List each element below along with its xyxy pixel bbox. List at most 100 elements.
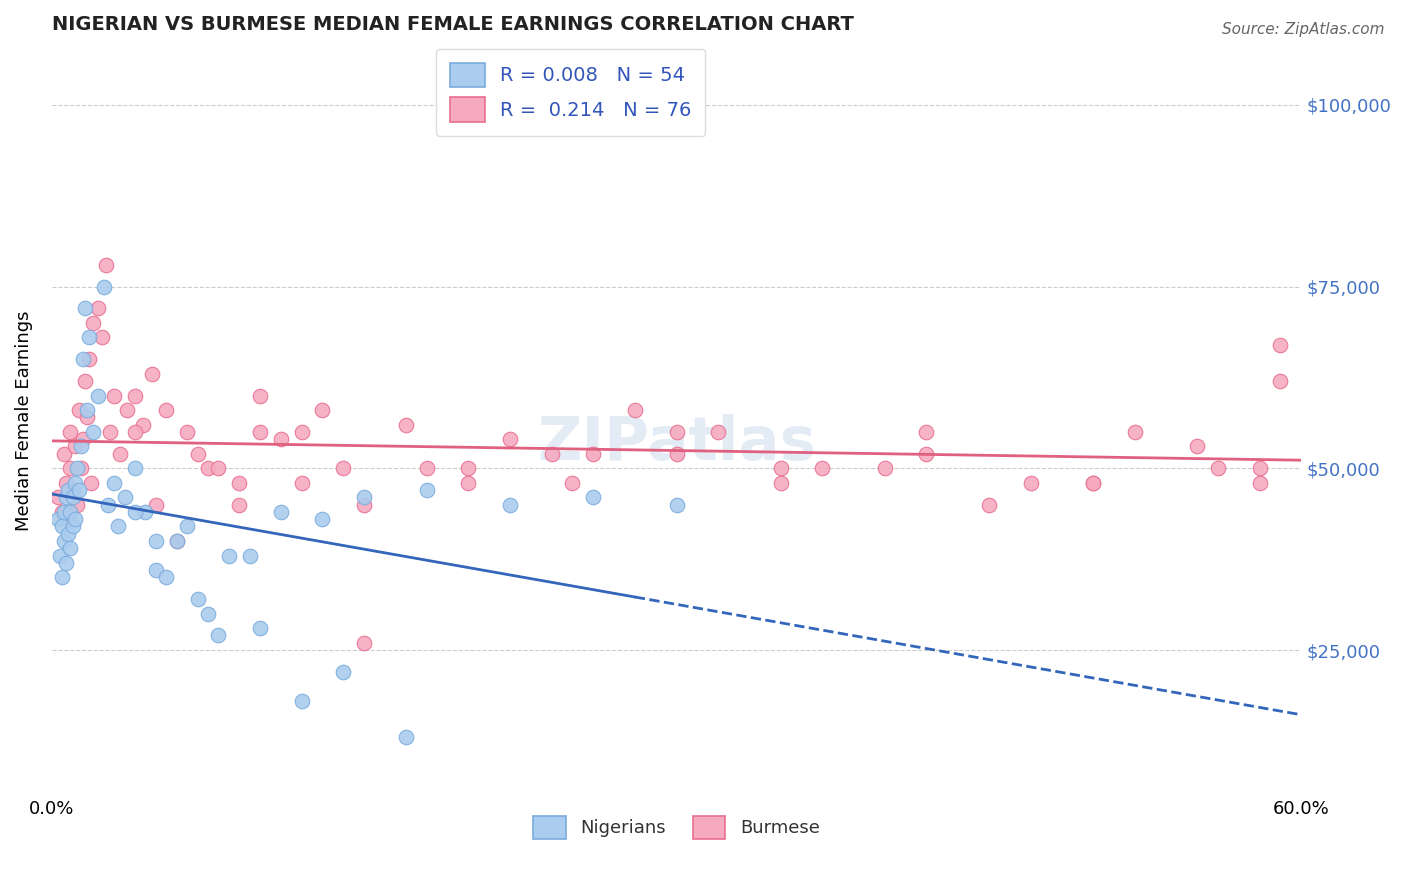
Point xyxy=(90,330,112,344)
Point xyxy=(207,461,229,475)
Point xyxy=(58,526,80,541)
Point xyxy=(1249,475,1271,490)
Point xyxy=(186,592,208,607)
Point xyxy=(53,533,76,548)
Point xyxy=(77,330,100,344)
Point xyxy=(63,440,86,454)
Point xyxy=(145,563,167,577)
Point xyxy=(49,549,72,563)
Point xyxy=(415,461,437,475)
Point xyxy=(291,425,314,439)
Point xyxy=(540,447,562,461)
Point xyxy=(55,475,77,490)
Point xyxy=(1123,425,1146,439)
Point xyxy=(415,483,437,497)
Point xyxy=(1081,475,1104,490)
Point xyxy=(70,461,93,475)
Point xyxy=(110,447,132,461)
Point xyxy=(582,491,605,505)
Point xyxy=(207,628,229,642)
Point xyxy=(63,475,86,490)
Point xyxy=(80,475,103,490)
Point xyxy=(499,498,522,512)
Point xyxy=(239,549,262,563)
Point xyxy=(86,388,108,402)
Point xyxy=(86,301,108,316)
Point xyxy=(915,447,938,461)
Point xyxy=(166,533,188,548)
Point xyxy=(270,432,292,446)
Point xyxy=(811,461,834,475)
Point xyxy=(55,491,77,505)
Point xyxy=(155,570,177,584)
Point xyxy=(249,621,271,635)
Point xyxy=(66,498,89,512)
Point xyxy=(1081,475,1104,490)
Point xyxy=(395,417,418,432)
Point xyxy=(332,665,354,679)
Point xyxy=(103,388,125,402)
Point xyxy=(58,483,80,497)
Point xyxy=(59,541,82,556)
Point xyxy=(561,475,583,490)
Point xyxy=(62,491,84,505)
Text: ZIPatlas: ZIPatlas xyxy=(537,414,815,473)
Point xyxy=(75,374,97,388)
Point xyxy=(707,425,730,439)
Point xyxy=(291,694,314,708)
Point xyxy=(977,498,1000,512)
Point xyxy=(353,498,375,512)
Point xyxy=(1270,337,1292,351)
Point xyxy=(665,498,688,512)
Y-axis label: Median Female Earnings: Median Female Earnings xyxy=(15,310,32,532)
Point xyxy=(155,403,177,417)
Point xyxy=(55,556,77,570)
Text: Source: ZipAtlas.com: Source: ZipAtlas.com xyxy=(1222,22,1385,37)
Point xyxy=(62,483,84,497)
Point xyxy=(665,447,688,461)
Point xyxy=(395,731,418,745)
Point xyxy=(249,388,271,402)
Point xyxy=(134,505,156,519)
Point xyxy=(72,432,94,446)
Point xyxy=(53,447,76,461)
Point xyxy=(124,425,146,439)
Point xyxy=(59,425,82,439)
Point xyxy=(197,461,219,475)
Point xyxy=(46,491,69,505)
Point xyxy=(457,475,479,490)
Point xyxy=(53,505,76,519)
Point xyxy=(176,425,198,439)
Point xyxy=(769,461,792,475)
Point xyxy=(499,432,522,446)
Point xyxy=(1206,461,1229,475)
Point xyxy=(97,498,120,512)
Point xyxy=(107,519,129,533)
Text: NIGERIAN VS BURMESE MEDIAN FEMALE EARNINGS CORRELATION CHART: NIGERIAN VS BURMESE MEDIAN FEMALE EARNIN… xyxy=(52,15,853,34)
Point xyxy=(353,491,375,505)
Point xyxy=(124,461,146,475)
Point xyxy=(59,461,82,475)
Point xyxy=(70,440,93,454)
Point xyxy=(873,461,896,475)
Point xyxy=(67,483,90,497)
Point xyxy=(51,570,73,584)
Point xyxy=(915,425,938,439)
Point xyxy=(132,417,155,432)
Point xyxy=(228,498,250,512)
Point xyxy=(582,447,605,461)
Point xyxy=(75,301,97,316)
Point xyxy=(94,258,117,272)
Point xyxy=(1270,374,1292,388)
Point xyxy=(76,410,98,425)
Point xyxy=(66,461,89,475)
Point xyxy=(1185,440,1208,454)
Point xyxy=(103,475,125,490)
Point xyxy=(249,425,271,439)
Point xyxy=(332,461,354,475)
Point xyxy=(98,425,121,439)
Point xyxy=(176,519,198,533)
Point xyxy=(769,475,792,490)
Point xyxy=(353,636,375,650)
Point xyxy=(145,533,167,548)
